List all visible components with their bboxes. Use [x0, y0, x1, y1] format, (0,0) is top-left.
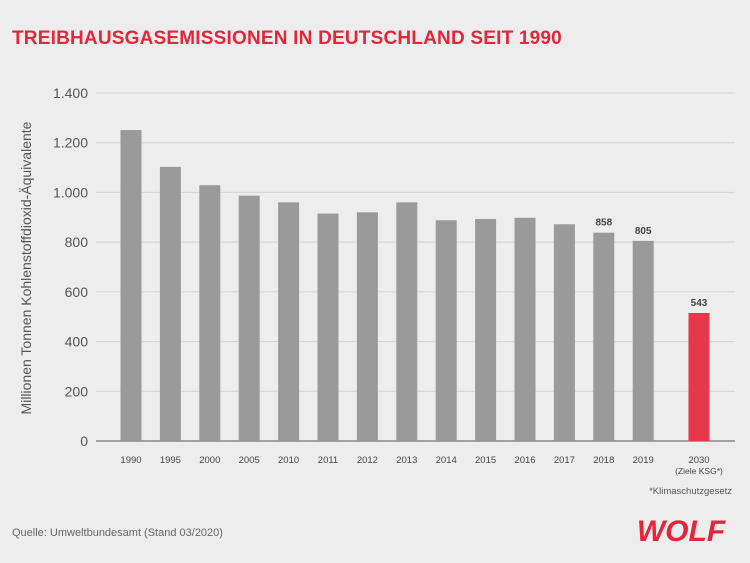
target-bar	[688, 312, 710, 441]
bar	[199, 185, 221, 441]
bar	[396, 202, 418, 441]
x-tick-label: 1990	[120, 455, 141, 466]
data-label: 858	[595, 218, 612, 229]
x-tick-label: 2010	[278, 455, 299, 466]
y-tick-label: 800	[65, 234, 89, 250]
bar	[435, 220, 457, 441]
y-tick-label: 0	[80, 433, 88, 449]
bar	[120, 130, 142, 441]
bar	[238, 195, 260, 441]
y-tick-label: 1.400	[53, 85, 88, 101]
y-tick-label: 400	[65, 334, 89, 350]
bar	[278, 202, 300, 441]
bar	[593, 232, 615, 441]
x-tick-label: 2011	[318, 455, 338, 466]
footnote: *Klimaschutzgesetz	[649, 486, 732, 497]
bar	[159, 166, 181, 441]
x-tick-label: 2015	[475, 455, 496, 466]
x-tick-label: 2005	[239, 455, 260, 466]
x-tick-label: 2016	[514, 455, 535, 466]
logo-wordmark: WOLF	[637, 515, 726, 547]
bar	[317, 213, 339, 441]
data-label: 805	[635, 226, 652, 237]
chart-title: TREIBHAUSGASEMISSIONEN IN DEUTSCHLAND SE…	[12, 28, 562, 49]
x-tick-label: 1995	[160, 455, 181, 466]
source-note: Quelle: Umweltbundesamt (Stand 03/2020)	[12, 527, 223, 539]
y-tick-label: 1.000	[53, 184, 88, 200]
y-tick-label: 200	[65, 383, 89, 399]
bar	[475, 219, 497, 441]
wolf-logo: WOLF	[637, 515, 726, 547]
bar	[553, 224, 575, 441]
data-label: 543	[691, 298, 708, 309]
x-tick-label: 2013	[396, 455, 417, 466]
x-tick-label: 2030	[688, 455, 709, 466]
x-tick-label: 2014	[436, 455, 457, 466]
bar	[356, 212, 378, 441]
y-tick-label: 600	[65, 284, 89, 300]
x-tick-label: 2017	[554, 455, 575, 466]
x-tick-sublabel: (Ziele KSG*)	[675, 466, 723, 476]
x-tick-label: 2000	[199, 455, 220, 466]
x-tick-label: 2012	[357, 455, 378, 466]
x-tick-label: 2019	[633, 455, 654, 466]
y-tick-label: 1.200	[53, 135, 88, 151]
bar	[632, 240, 654, 441]
x-tick-label: 2018	[593, 455, 614, 466]
bar	[514, 217, 536, 441]
